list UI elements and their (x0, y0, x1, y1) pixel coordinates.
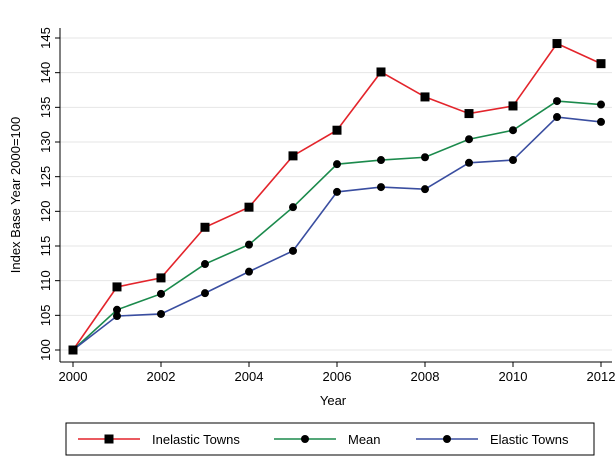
x-tick-label: 2010 (499, 369, 528, 384)
y-tick-label: 145 (38, 27, 53, 49)
y-tick-label: 100 (38, 339, 53, 361)
data-point (200, 222, 210, 232)
legend-label: Inelastic Towns (152, 432, 240, 447)
data-point (288, 151, 298, 161)
legend-label: Mean (348, 432, 381, 447)
data-point (376, 67, 386, 77)
data-point (465, 158, 473, 167)
legend-marker (104, 434, 114, 444)
data-point (421, 153, 429, 162)
y-tick-label: 105 (38, 304, 53, 326)
x-tick-label: 2012 (587, 369, 616, 384)
data-point (201, 260, 209, 269)
data-point (69, 346, 77, 354)
data-point (597, 117, 605, 126)
data-point (508, 101, 518, 111)
data-point (156, 273, 166, 283)
legend-label: Elastic Towns (490, 432, 569, 447)
y-tick-label: 125 (38, 166, 53, 188)
data-point (552, 39, 562, 49)
x-tick-label: 2008 (411, 369, 440, 384)
data-point (289, 246, 297, 255)
data-point (596, 59, 606, 69)
data-point (553, 113, 561, 122)
data-point (421, 185, 429, 194)
legend-marker (443, 435, 451, 443)
data-point (509, 156, 517, 165)
data-point (509, 126, 517, 135)
data-point (244, 202, 254, 212)
y-tick-label: 135 (38, 96, 53, 118)
data-point (464, 109, 474, 119)
x-tick-label: 2004 (235, 369, 264, 384)
data-point (245, 240, 253, 249)
y-tick-label: 130 (38, 131, 53, 153)
data-point (465, 135, 473, 144)
data-point (112, 282, 122, 292)
data-point (113, 305, 121, 314)
legend-marker (301, 435, 309, 443)
y-tick-label: 120 (38, 200, 53, 222)
data-point (420, 92, 430, 102)
data-point (289, 203, 297, 212)
x-tick-label: 2000 (59, 369, 88, 384)
x-axis-label: Year (320, 393, 347, 408)
y-tick-label: 115 (38, 236, 53, 257)
data-point (157, 289, 165, 298)
x-tick-label: 2006 (323, 369, 352, 384)
data-point (113, 312, 121, 321)
data-point (333, 187, 341, 196)
data-point (201, 289, 209, 298)
data-point (553, 97, 561, 106)
y-tick-label: 110 (38, 270, 53, 291)
data-point (377, 156, 385, 165)
data-point (332, 125, 342, 135)
y-axis-label: Index Base Year 2000=100 (8, 117, 23, 274)
data-point (245, 267, 253, 276)
data-point (333, 160, 341, 169)
data-point (377, 183, 385, 192)
y-tick-label: 140 (38, 62, 53, 84)
x-tick-label: 2002 (147, 369, 176, 384)
data-point (157, 309, 165, 318)
data-point (597, 100, 605, 109)
